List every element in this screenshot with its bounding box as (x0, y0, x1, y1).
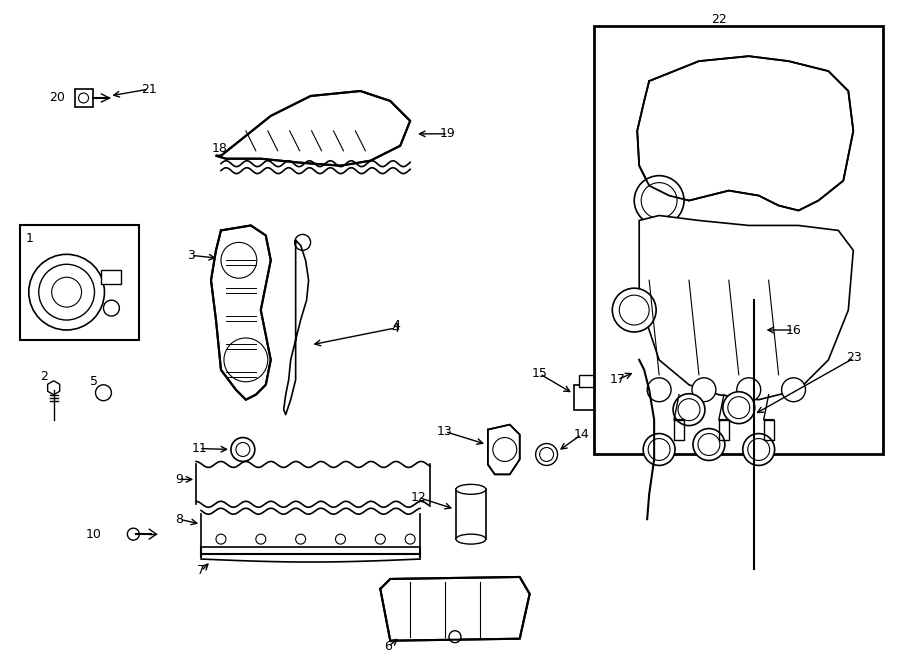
Bar (574, 385, 604, 410)
Text: 11: 11 (191, 442, 207, 455)
Text: 15: 15 (532, 368, 547, 380)
Circle shape (336, 534, 346, 544)
Circle shape (723, 392, 755, 424)
Text: 6: 6 (384, 640, 392, 653)
Circle shape (673, 394, 705, 426)
Text: 8: 8 (176, 513, 183, 525)
Circle shape (648, 438, 670, 461)
Bar (456, 489, 486, 539)
Text: 4: 4 (392, 321, 400, 334)
Circle shape (629, 350, 645, 366)
Circle shape (698, 434, 720, 455)
Ellipse shape (456, 485, 486, 494)
Text: 22: 22 (711, 13, 726, 26)
Circle shape (647, 378, 671, 402)
Circle shape (231, 438, 255, 461)
Polygon shape (211, 225, 271, 400)
Text: 13: 13 (437, 425, 453, 438)
Circle shape (294, 235, 310, 251)
Circle shape (51, 277, 82, 307)
Polygon shape (216, 91, 410, 166)
Polygon shape (637, 56, 853, 210)
Circle shape (256, 534, 266, 544)
Text: 12: 12 (410, 491, 426, 504)
Circle shape (536, 444, 557, 465)
Circle shape (742, 434, 775, 465)
Circle shape (692, 378, 716, 402)
Polygon shape (639, 215, 853, 400)
Circle shape (128, 528, 140, 540)
Circle shape (634, 176, 684, 225)
Circle shape (405, 534, 415, 544)
Text: 20: 20 (49, 91, 65, 104)
Text: 2: 2 (40, 370, 48, 383)
Text: 19: 19 (440, 128, 456, 140)
Circle shape (375, 534, 385, 544)
Bar (75, 89, 93, 107)
Text: 10: 10 (86, 527, 102, 541)
Text: 17: 17 (609, 373, 626, 386)
Circle shape (104, 300, 120, 316)
Circle shape (641, 182, 677, 219)
Text: 3: 3 (187, 249, 195, 262)
Circle shape (728, 397, 750, 418)
Circle shape (221, 243, 256, 278)
Polygon shape (488, 424, 519, 475)
Ellipse shape (456, 534, 486, 544)
Circle shape (78, 93, 88, 103)
Text: 1: 1 (26, 232, 33, 245)
Circle shape (644, 434, 675, 465)
Circle shape (296, 534, 306, 544)
Text: 4: 4 (392, 319, 400, 332)
Text: 18: 18 (212, 142, 228, 155)
Bar (580, 375, 599, 387)
Circle shape (224, 338, 268, 382)
Bar (20, 225, 140, 340)
Bar (594, 26, 883, 455)
Circle shape (29, 254, 104, 330)
Text: 16: 16 (786, 323, 801, 336)
Circle shape (748, 438, 770, 461)
Circle shape (236, 442, 250, 457)
Circle shape (95, 385, 112, 401)
Bar (102, 270, 122, 284)
Circle shape (737, 378, 760, 402)
Circle shape (612, 288, 656, 332)
Text: 14: 14 (573, 428, 590, 441)
Polygon shape (381, 577, 530, 641)
Circle shape (678, 399, 700, 420)
Circle shape (745, 286, 762, 304)
Circle shape (619, 295, 649, 325)
Text: 23: 23 (846, 352, 862, 364)
Circle shape (781, 378, 806, 402)
Text: 21: 21 (141, 83, 158, 96)
Text: 9: 9 (176, 473, 183, 486)
Circle shape (693, 428, 724, 461)
Circle shape (39, 264, 94, 320)
Circle shape (216, 534, 226, 544)
Text: 7: 7 (197, 564, 205, 578)
Text: 5: 5 (89, 375, 97, 388)
Circle shape (540, 447, 554, 461)
Circle shape (493, 438, 517, 461)
Circle shape (449, 631, 461, 642)
